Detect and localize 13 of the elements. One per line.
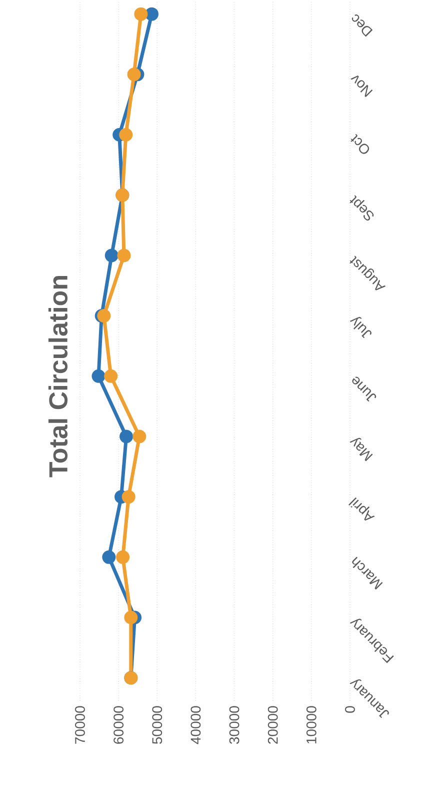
x-tick-label: 20000 <box>268 706 278 744</box>
x-tick-label: 50000 <box>152 706 162 744</box>
text: Total Circulation <box>48 276 68 478</box>
y-tick-label: Dec <box>352 14 373 37</box>
y-tick-label: Nov <box>350 76 373 98</box>
y-tick-label: April <box>348 497 375 521</box>
x-tick-label: 30000 <box>229 706 240 744</box>
x-tick-label: 40000 <box>190 706 201 744</box>
y-tick-label: July <box>350 317 372 338</box>
x-tick-label: 70000 <box>75 706 85 744</box>
x-tick-label: 60000 <box>114 706 124 744</box>
x-tick-label: 10000 <box>306 706 316 744</box>
y-tick-label: Oct <box>350 134 370 154</box>
